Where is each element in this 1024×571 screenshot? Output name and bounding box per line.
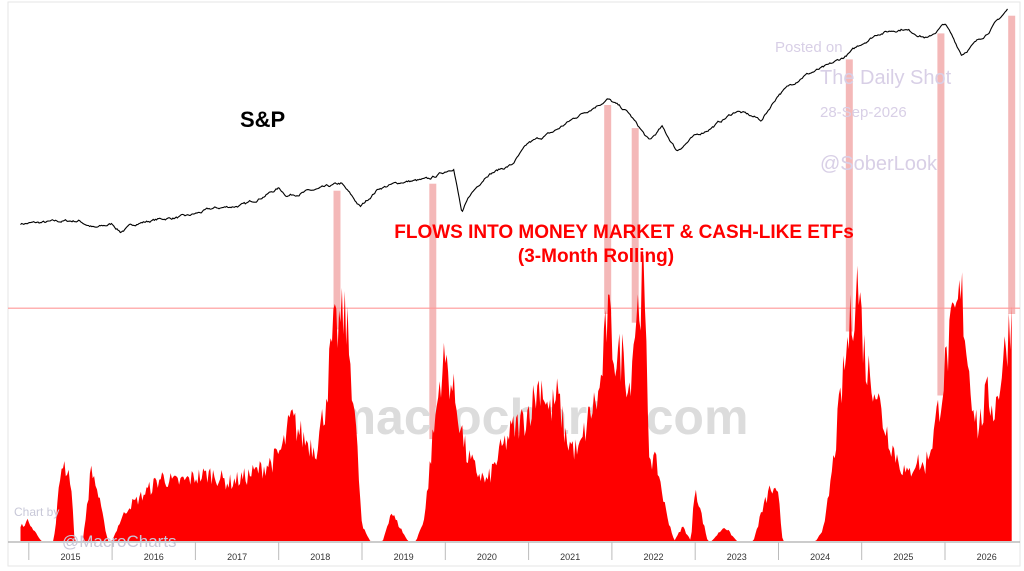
chart-title: FLOWS INTO MONEY MARKET & CASH-LIKE ETFs bbox=[394, 222, 854, 243]
credit-date: 28-Sep-2026 bbox=[820, 104, 907, 121]
x-tick-label: 2020 bbox=[477, 552, 497, 562]
x-tick-label: 2025 bbox=[893, 552, 913, 562]
chart-by-handle: @MacroCharts bbox=[62, 532, 177, 551]
sp-line bbox=[20, 8, 1008, 234]
chart-subtitle: (3-Month Rolling) bbox=[518, 246, 674, 267]
highlight-band bbox=[333, 190, 341, 330]
highlight-band bbox=[1008, 15, 1016, 314]
credit-source: The Daily Shot bbox=[820, 67, 952, 89]
highlight-band bbox=[937, 33, 945, 396]
x-tick-label: 2017 bbox=[227, 552, 247, 562]
x-axis-ticks: 2015 2016 2017 2018 2019 2020 2021 2022 2023 2024… bbox=[28, 542, 997, 562]
x-tick-label: 2026 bbox=[977, 552, 997, 562]
x-tick-label: 2015 bbox=[60, 552, 80, 562]
chart-by-label: Chart by bbox=[14, 505, 59, 519]
highlight-band bbox=[604, 105, 612, 314]
x-tick-label: 2018 bbox=[310, 552, 330, 562]
highlight-band bbox=[631, 128, 639, 323]
flows-area bbox=[20, 250, 1012, 541]
x-tick-label: 2024 bbox=[810, 552, 830, 562]
x-tick-label: 2016 bbox=[144, 552, 164, 562]
x-tick-label: 2022 bbox=[643, 552, 663, 562]
credit-handle: @SoberLook bbox=[820, 153, 938, 175]
highlight-band bbox=[429, 183, 437, 440]
highlight-bands bbox=[333, 15, 1016, 440]
x-tick-label: 2023 bbox=[727, 552, 747, 562]
x-tick-label: 2019 bbox=[394, 552, 414, 562]
x-tick-label: 2021 bbox=[560, 552, 580, 562]
highlight-band bbox=[845, 59, 853, 332]
credit-posted-on: Posted on bbox=[775, 39, 843, 56]
sp-series-label: S&P bbox=[240, 107, 285, 132]
